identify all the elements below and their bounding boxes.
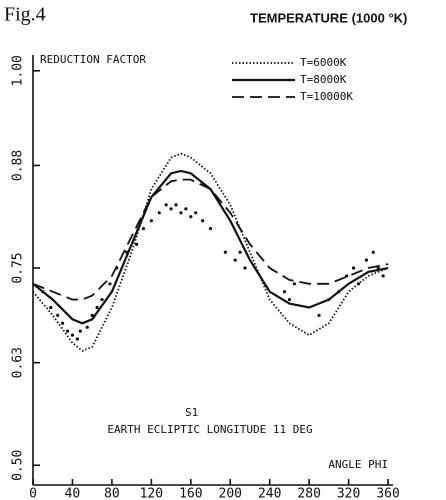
chart-title: TEMPERATURE (1000 °K)	[250, 10, 407, 25]
scatter-point	[376, 266, 380, 270]
scatter-point	[238, 250, 242, 254]
line-series	[32, 152, 389, 352]
scatter-point	[287, 297, 292, 302]
x-tick-label: 160	[179, 487, 202, 500]
x-tick-label: 120	[140, 487, 163, 500]
y-tick-label: 1.00	[11, 55, 26, 86]
x-tick-label: 320	[337, 487, 360, 500]
scatter-point	[292, 282, 296, 286]
scatter-point	[115, 266, 119, 270]
scatter-point	[164, 203, 168, 207]
scatter-point	[208, 226, 213, 231]
scatter-point	[100, 297, 104, 302]
scatter-point	[337, 290, 341, 294]
scatter-point	[108, 282, 112, 286]
x-axis-label: ANGLE PHI	[328, 458, 388, 471]
scatter-point	[174, 203, 178, 207]
scatter-point	[345, 274, 349, 278]
x-tick-label: 80	[104, 487, 120, 500]
scatter-point	[125, 250, 129, 254]
scatter-point	[134, 242, 139, 246]
scatter-point	[90, 313, 94, 317]
scatter-point	[49, 305, 53, 310]
annotation: EARTH ECLIPTIC LONGITUDE 11 DEG	[107, 423, 312, 436]
x-tick-label: 0	[29, 487, 37, 500]
scatter-point	[41, 290, 45, 294]
scatter-point	[189, 215, 193, 219]
scatter-point	[70, 333, 75, 337]
scatter-point	[169, 207, 173, 211]
scatter-point	[65, 329, 70, 333]
scatter-point	[85, 325, 89, 329]
x-tick-label: 40	[65, 487, 81, 500]
line-series	[32, 178, 389, 301]
scatter-point	[194, 211, 198, 215]
scatter-point	[223, 250, 227, 254]
y-axis-label: REDUCTION FACTOR	[40, 53, 146, 66]
y-tick-label: 0.63	[11, 347, 26, 378]
x-tick-label: 360	[376, 487, 399, 500]
scatter-point	[327, 297, 331, 302]
scatter-point	[356, 282, 361, 286]
scatter-point	[351, 266, 356, 270]
scatter-point	[371, 250, 375, 254]
x-tick-label: 240	[258, 487, 281, 500]
line-series	[32, 169, 389, 325]
scatter-point	[75, 337, 79, 341]
legend-label: T=6000K	[300, 56, 347, 69]
scatter-point	[149, 219, 153, 223]
scatter-point	[201, 219, 205, 223]
scatter-point	[179, 211, 183, 215]
annotation: S1	[185, 406, 198, 419]
scatter-point	[184, 207, 188, 211]
scatter-point	[364, 258, 368, 262]
y-tick-label: 0.75	[11, 252, 26, 283]
scatter-point	[243, 266, 247, 270]
x-tick-label: 200	[219, 487, 242, 500]
scatter-point	[60, 321, 65, 325]
x-tick-label: 280	[297, 487, 320, 500]
y-tick-label: 0.88	[11, 150, 26, 181]
scatter-point	[95, 305, 99, 310]
legend-label: T=10000K	[300, 90, 353, 103]
scatter-point	[56, 313, 60, 317]
scatter-point	[381, 274, 385, 278]
legend-label: T=8000K	[300, 73, 347, 86]
y-tick-label: 0.50	[11, 450, 26, 481]
scatter-point	[78, 329, 82, 333]
scatter-point	[141, 226, 146, 231]
scatter-point	[233, 258, 237, 262]
figure-label: Fig.4	[4, 4, 46, 26]
scatter-point	[282, 290, 287, 294]
scatter-point	[317, 313, 321, 317]
scatter-point	[157, 211, 161, 215]
